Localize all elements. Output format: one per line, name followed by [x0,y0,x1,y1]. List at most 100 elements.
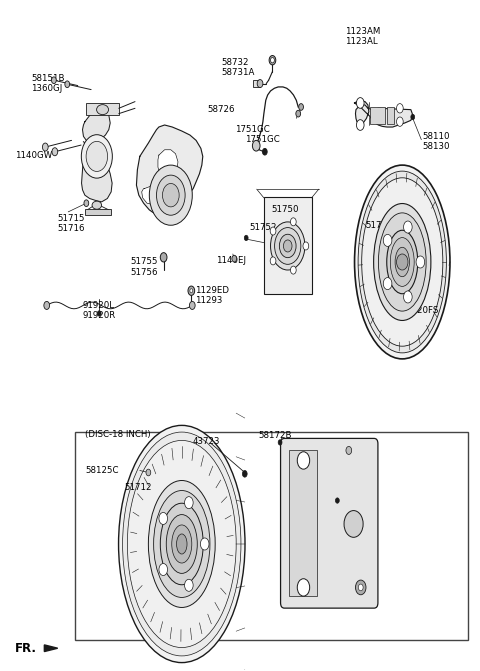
Text: 91920L: 91920L [83,301,115,310]
Circle shape [252,140,260,151]
Polygon shape [158,150,178,176]
Text: 1220FS: 1220FS [406,305,438,315]
Text: 58731A: 58731A [222,68,255,77]
Circle shape [411,114,415,119]
Text: 58726: 58726 [207,105,235,114]
Circle shape [416,256,425,268]
Circle shape [270,257,276,265]
Circle shape [232,255,237,262]
Ellipse shape [387,230,418,294]
Text: 91920R: 91920R [83,311,116,320]
Bar [253,81,260,87]
Ellipse shape [156,175,185,215]
Circle shape [278,440,282,445]
Circle shape [200,538,209,550]
Circle shape [299,103,303,110]
Bar [264,197,312,294]
Polygon shape [355,100,413,127]
Circle shape [396,117,403,126]
FancyBboxPatch shape [281,438,378,608]
Text: 58110: 58110 [345,484,372,494]
Text: 51715: 51715 [58,214,85,223]
Ellipse shape [362,178,443,346]
Circle shape [271,58,275,63]
Bar [289,450,317,596]
Text: 1360GJ: 1360GJ [31,84,62,93]
Ellipse shape [148,480,215,607]
Text: 58732: 58732 [222,58,250,67]
Circle shape [357,119,364,130]
Ellipse shape [355,165,450,359]
Circle shape [290,266,296,274]
Ellipse shape [283,240,292,252]
Circle shape [51,77,56,84]
Circle shape [42,143,48,151]
Circle shape [357,97,364,108]
Ellipse shape [162,183,179,207]
Circle shape [185,579,193,591]
Polygon shape [142,186,160,205]
Text: (DISC-18 INCH): (DISC-18 INCH) [85,430,151,439]
Text: 58130: 58130 [345,495,372,504]
Polygon shape [44,645,58,652]
Text: 1129ED: 1129ED [195,287,228,295]
Polygon shape [82,142,112,202]
Ellipse shape [96,105,108,115]
Circle shape [188,286,195,295]
Circle shape [160,253,167,262]
Text: 58125C: 58125C [85,466,119,475]
Ellipse shape [149,165,192,225]
Bar [85,209,111,215]
Circle shape [346,446,352,454]
Text: 51756: 51756 [130,268,158,276]
Circle shape [97,311,101,316]
Ellipse shape [358,171,446,353]
Text: 51750: 51750 [271,205,299,214]
Circle shape [396,103,403,113]
Circle shape [84,200,89,207]
Text: 51755: 51755 [130,258,158,266]
Text: 1140GW: 1140GW [15,150,52,160]
Circle shape [65,81,70,88]
Circle shape [190,289,193,293]
Ellipse shape [279,234,296,258]
Circle shape [384,278,392,290]
Ellipse shape [92,201,102,209]
Circle shape [263,148,267,155]
Ellipse shape [177,534,187,554]
Circle shape [242,470,247,477]
Text: 58110: 58110 [422,132,450,141]
Circle shape [404,221,412,233]
Circle shape [159,513,168,525]
Ellipse shape [390,238,414,287]
Circle shape [297,452,310,469]
Polygon shape [83,107,110,142]
Text: 43723: 43723 [192,437,220,446]
Circle shape [270,227,276,235]
Text: 51716: 51716 [58,224,85,233]
Text: FR.: FR. [15,641,37,655]
Ellipse shape [166,515,197,574]
Ellipse shape [154,491,210,597]
Bar [370,107,384,123]
Bar [387,107,394,123]
Text: 1140EJ: 1140EJ [216,256,246,265]
Ellipse shape [86,142,108,172]
Circle shape [359,584,363,590]
Circle shape [303,242,309,250]
Circle shape [190,301,195,309]
Circle shape [384,234,392,246]
Text: 51752: 51752 [250,223,277,231]
Circle shape [244,236,248,241]
Ellipse shape [81,135,112,178]
Bar [75,432,468,639]
Ellipse shape [378,213,426,311]
Text: 1123AL: 1123AL [345,37,378,46]
Ellipse shape [119,425,245,662]
Text: 58172B: 58172B [258,431,292,440]
Circle shape [297,578,310,596]
Text: 51712: 51712 [365,221,393,229]
Text: 1751GC: 1751GC [235,125,270,134]
Bar [86,103,119,115]
Circle shape [159,564,168,576]
